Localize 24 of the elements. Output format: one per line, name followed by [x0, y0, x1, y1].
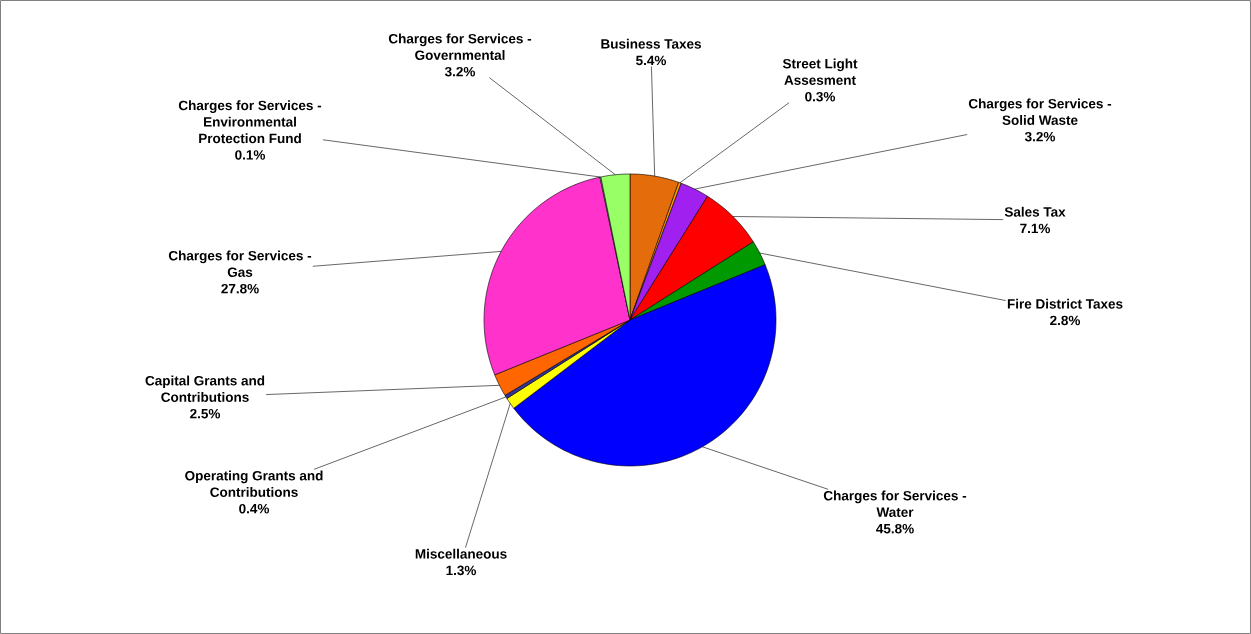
slice-label: Street Light Assesment: [782, 58, 858, 85]
data-label: 2.8%: [1050, 315, 1081, 326]
data-label: 3.2%: [444, 66, 476, 77]
data-label: 0.3%: [805, 91, 836, 102]
data-label: 5.4%: [636, 55, 667, 66]
data-label: 3.2%: [1024, 131, 1056, 142]
slice-label: Charges for Services - Water: [823, 490, 967, 517]
slice-label: Capital Grants and Contributions: [145, 375, 265, 402]
slice-label: Business Taxes: [601, 38, 701, 49]
slice-label: Charges for Services - Solid Waste: [968, 98, 1112, 125]
data-label: 27.8%: [221, 283, 259, 294]
slice-label: Charges for Services - Gas: [168, 250, 312, 277]
data-label: 0.4%: [239, 503, 270, 514]
slice-label: Miscellaneous: [415, 548, 507, 559]
slice-label: Charges for Services - Governmental: [388, 33, 532, 60]
slice-label: Operating Grants and Contributions: [185, 470, 323, 497]
data-label: 0.1%: [235, 150, 266, 160]
slice-label: Sales Tax: [1004, 206, 1066, 217]
data-label: 1.3%: [446, 565, 477, 576]
slice-label: Charges for Services - Environmental Protection Fund: [178, 100, 322, 144]
slice-label: Fire District Taxes: [1007, 298, 1123, 309]
data-label: 45.8%: [876, 523, 914, 534]
data-label: 7.1%: [1020, 223, 1051, 234]
data-label: 2.5%: [190, 408, 221, 419]
